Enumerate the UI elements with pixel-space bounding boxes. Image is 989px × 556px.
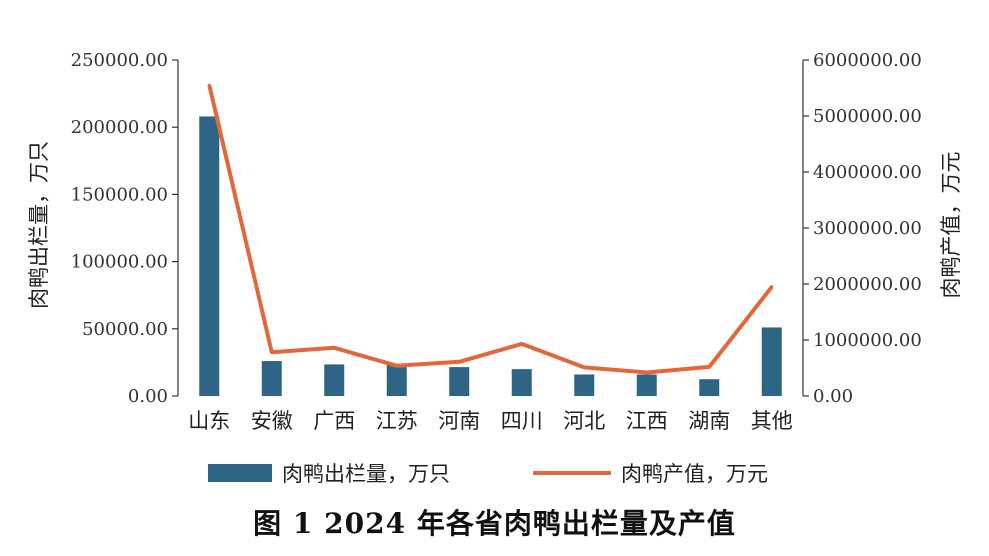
right-tick-label: 3000000.00 (813, 218, 922, 239)
line-point (207, 83, 211, 87)
bar (761, 327, 782, 396)
bar (449, 367, 470, 396)
line-point (270, 350, 274, 354)
x-category-label: 河北 (563, 409, 605, 433)
x-category-label: 河南 (438, 409, 480, 433)
left-y-axis: 0.00 50000.00 100000.00 150000.00 200000.00 2… (71, 50, 179, 407)
line-point (395, 364, 399, 368)
legend: 肉鸭出栏量，万只 肉鸭产值，万元 (0, 458, 989, 488)
x-category-label: 四川 (501, 409, 543, 433)
line-point (770, 285, 774, 289)
right-y-axis: 0.00 1000000.00 2000000.00 3000000.00 400000… (802, 50, 922, 407)
x-axis-categories: 山东 安徽 广西 江苏 河南 四川 河北 江西 湖南 其他 (188, 409, 793, 433)
line-point (457, 360, 461, 364)
left-tick-label: 200000.00 (71, 117, 168, 138)
left-axis-title: 肉鸭出栏量，万只 (27, 141, 51, 309)
right-tick-label: 4000000.00 (813, 162, 922, 183)
line-point (520, 342, 524, 346)
bar (511, 369, 532, 396)
bar (699, 379, 720, 396)
bar-series (199, 116, 782, 396)
left-tick-label: 150000.00 (71, 184, 168, 205)
line-path (207, 84, 774, 375)
x-category-label: 江西 (626, 409, 668, 433)
left-tick-label: 100000.00 (71, 252, 168, 273)
legend-swatch-bar (208, 464, 272, 482)
left-tick-label: 250000.00 (71, 50, 168, 71)
right-tick-label: 6000000.00 (813, 50, 922, 71)
left-tick-label: 0.00 (128, 386, 168, 407)
bar (261, 361, 282, 396)
right-tick-label: 1000000.00 (813, 330, 922, 351)
x-category-label: 湖南 (688, 409, 730, 433)
x-category-label: 广西 (313, 409, 355, 433)
right-tick-label: 0.00 (813, 386, 853, 407)
line-point (332, 346, 336, 350)
legend-swatch-line (533, 471, 611, 475)
bar (324, 364, 345, 396)
legend-label-bar: 肉鸭出栏量，万只 (282, 462, 450, 486)
left-tick-label: 50000.00 (82, 319, 168, 340)
right-tick-label: 2000000.00 (813, 274, 922, 295)
bar (636, 374, 657, 396)
legend-item-line: 肉鸭产值，万元 (533, 458, 768, 488)
right-tick-label: 5000000.00 (813, 106, 922, 127)
chart-area: 0.00 50000.00 100000.00 150000.00 200000.00 2… (27, 50, 963, 433)
line-point (645, 370, 649, 374)
x-category-label: 江苏 (376, 409, 418, 433)
figure-caption: 图 1 2024 年各省肉鸭出栏量及产值 (253, 507, 736, 540)
line-point (582, 365, 586, 369)
x-category-label: 山东 (188, 409, 230, 433)
legend-item-bar: 肉鸭出栏量，万只 (208, 458, 450, 488)
bar (199, 116, 220, 396)
x-category-label: 安徽 (251, 409, 293, 433)
right-axis-title: 肉鸭产值，万元 (939, 152, 963, 299)
bar (386, 365, 407, 396)
bar (574, 374, 595, 396)
line-point (707, 365, 711, 369)
line-series (207, 83, 774, 375)
x-category-label: 其他 (751, 409, 793, 433)
legend-label-line: 肉鸭产值，万元 (621, 462, 768, 486)
